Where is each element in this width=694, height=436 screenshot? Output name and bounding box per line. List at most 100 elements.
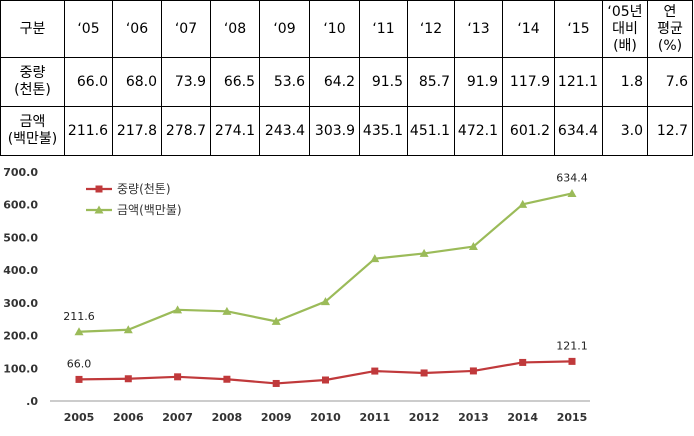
year-header: ‘08 [210,0,260,58]
ratio-header-line: 대비 [612,20,638,37]
row-header-line: (백만불) [7,131,58,147]
series-layer: 66.0 121.1 211.6 634.4 [63,171,588,387]
data-point-square [322,376,329,384]
growth-header-line: 연 [663,3,677,20]
data-point-square [371,367,379,375]
data-point-square [75,375,83,383]
growth-cell: 12.7 [647,106,693,156]
x-tick-label: 2014 [507,411,538,424]
growth-header-line: (%) [657,37,683,54]
year-header: ‘11 [359,0,408,58]
table-cell: 91.5 [359,57,408,107]
year-header: ‘12 [407,0,455,58]
table-cell: 73.9 [161,57,211,107]
data-label: 211.6 [63,310,95,323]
corner-header: 구분 [0,0,65,58]
table-cell: 472.1 [454,106,503,156]
table-cell: 85.7 [407,57,455,107]
data-point-triangle [567,188,577,197]
year-header: ‘05 [64,0,113,58]
table-cell: 634.4 [554,106,603,156]
legend: 중량(천톤) 금액(백만불) [86,181,182,217]
y-tick-label: 300.0 [3,297,38,310]
x-tick-label: 2008 [212,411,243,424]
table-cell: 243.4 [259,106,310,156]
table-cell: 53.6 [259,57,310,107]
data-label: 66.0 [67,357,92,370]
data-point-square [568,357,576,365]
y-axis: 700.0 600.0 500.0 400.0 300.0 200.0 100.0 .0 [3,166,38,408]
y-tick-label: 400.0 [3,264,38,277]
table-cell: 274.1 [210,106,260,156]
table-cell: 211.6 [64,106,113,156]
header-row: 구분 ‘05 ‘06 ‘07 ‘08 ‘09 ‘10 ‘11 ‘12 ‘13 ‘… [0,0,693,58]
y-tick-label: .0 [26,395,38,408]
ratio-header: ‘05년 대비 (배) [602,0,648,58]
table-cell: 64.2 [309,57,360,107]
growth-header-line: 평균 [657,20,683,37]
data-point-triangle [419,248,429,257]
data-point-square [223,375,231,383]
data-point-triangle [74,327,84,336]
y-tick-label: 100.0 [3,362,38,375]
table-cell: 117.9 [502,57,555,107]
table-cell: 66.0 [64,57,113,107]
row-header-weight: 중량 (천톤) [0,57,65,107]
row-header-line: 중량 [19,65,46,81]
ratio-header-line: (배) [613,37,637,54]
data-point-triangle [271,316,281,325]
x-tick-label: 2007 [162,411,193,424]
data-point-square [272,379,280,387]
ratio-header-line: ‘05년 [607,3,643,20]
x-tick-label: 2012 [409,411,440,424]
y-tick-label: 600.0 [3,199,38,212]
ratio-cell: 1.8 [602,57,648,107]
data-point-square [420,369,428,377]
data-point-square [124,375,132,383]
x-tick-label: 2009 [261,411,292,424]
table-cell: 303.9 [309,106,360,156]
x-tick-label: 2005 [64,411,95,424]
data-point-triangle [518,199,528,208]
data-point-triangle [468,242,478,251]
ratio-cell: 3.0 [602,106,648,156]
y-tick-label: 200.0 [3,330,38,343]
table-cell: 278.7 [161,106,211,156]
table-cell: 68.0 [112,57,162,107]
data-point-triangle [321,297,330,306]
legend-marker-triangle [94,205,104,214]
table-cell: 217.8 [112,106,162,156]
x-tick-label: 2015 [557,411,588,424]
table-cell: 121.1 [554,57,603,107]
x-axis: 2005 2006 2007 2008 2009 2010 2011 2012 2013 2014… [50,400,590,424]
data-point-triangle [370,254,380,263]
data-point-square [519,358,527,366]
growth-cell: 7.6 [647,57,693,107]
year-header: ‘14 [502,0,555,58]
data-point-triangle [123,325,133,334]
x-tick-label: 2006 [113,411,144,424]
year-header: ‘06 [112,0,162,58]
data-table: 구분 ‘05 ‘06 ‘07 ‘08 ‘09 ‘10 ‘11 ‘12 ‘13 ‘… [0,0,693,156]
x-tick-label: 2010 [310,411,341,424]
data-point-triangle [222,306,232,315]
year-header: ‘13 [454,0,503,58]
year-header: ‘07 [161,0,211,58]
table-row-amount: 금액 (백만불) 211.6 217.8 278.7 274.1 243.4 3… [0,106,693,156]
data-label: 634.4 [556,171,588,184]
legend-label: 금액(백만불) [117,203,182,217]
legend-marker-square [95,185,103,193]
year-header: ‘10 [309,0,360,58]
row-header-line: 금액 [19,114,46,130]
table-row-weight: 중량 (천톤) 66.0 68.0 73.9 66.5 53.6 64.2 91… [0,57,693,107]
y-tick-label: 500.0 [3,231,38,244]
growth-header: 연 평균 (%) [647,0,693,58]
line-chart: 700.0 600.0 500.0 400.0 300.0 200.0 100.0 .0 20… [3,166,590,424]
y-tick-label: 700.0 [3,166,38,179]
legend-label: 중량(천톤) [117,181,171,196]
data-point-square [174,373,182,381]
table-cell: 435.1 [359,106,408,156]
table-cell: 451.1 [407,106,455,156]
row-header-amount: 금액 (백만불) [0,106,65,156]
table-cell: 601.2 [502,106,555,156]
